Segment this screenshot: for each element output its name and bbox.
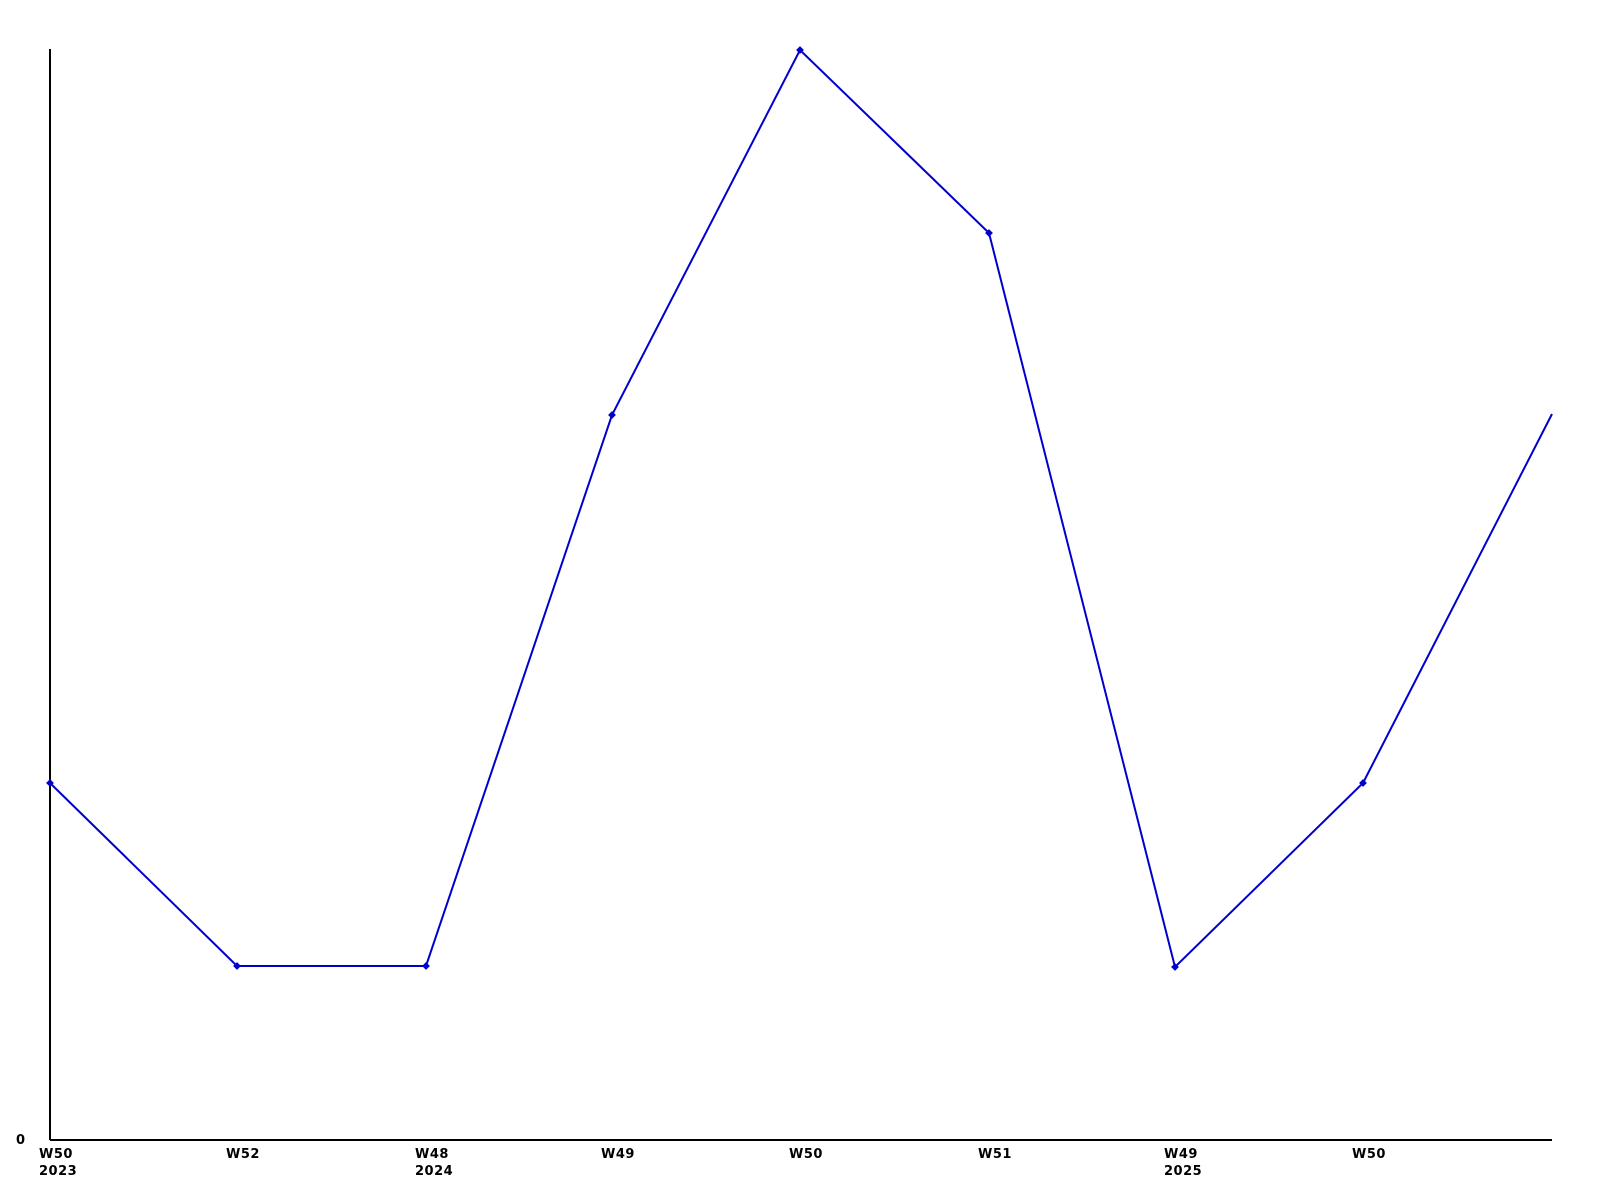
series-line-primary: [49, 48, 1553, 969]
x-axis-tick-week-1: W52: [226, 1147, 260, 1162]
data-point-marker: [796, 46, 804, 54]
x-axis-tick-week-6: W49: [1164, 1147, 1198, 1162]
x-axis-tick-6: W49 2025: [1164, 1146, 1202, 1180]
x-axis-tick-year-6: 2025: [1164, 1164, 1203, 1179]
x-axis-tick-week-7: W50: [1352, 1147, 1386, 1162]
data-point-marker: [1359, 779, 1367, 787]
x-axis-tick-week-2: W48: [415, 1147, 449, 1162]
x-axis-tick-week-4: W50: [789, 1147, 823, 1162]
data-point-marker: [233, 962, 241, 970]
data-point-marker: [422, 962, 430, 970]
x-axis-tick-week-0: W50: [39, 1147, 73, 1162]
x-axis-tick-year-0: 2023: [39, 1164, 78, 1179]
data-point-marker: [46, 779, 54, 787]
x-axis-tick-2: W48 2024: [415, 1146, 453, 1180]
x-axis-tick-week-5: W51: [978, 1147, 1012, 1162]
data-point-marker: [1171, 963, 1179, 971]
x-axis-tick-year-2: 2024: [415, 1164, 454, 1179]
data-point-marker: [985, 229, 993, 237]
y-axis-label-zero: 0: [16, 1133, 26, 1148]
x-axis-tick-3: W49: [601, 1146, 635, 1163]
data-point-marker: [608, 411, 616, 419]
x-axis-tick-week-3: W49: [601, 1147, 635, 1162]
x-axis-tick-4: W50: [789, 1146, 823, 1163]
x-axis-tick-0: W50 2023: [39, 1146, 77, 1180]
series-markers: [46, 46, 1367, 971]
x-axis-tick-7: W50: [1352, 1146, 1386, 1163]
x-axis-tick-1: W52: [226, 1146, 260, 1163]
x-axis-tick-5: W51: [978, 1146, 1012, 1163]
